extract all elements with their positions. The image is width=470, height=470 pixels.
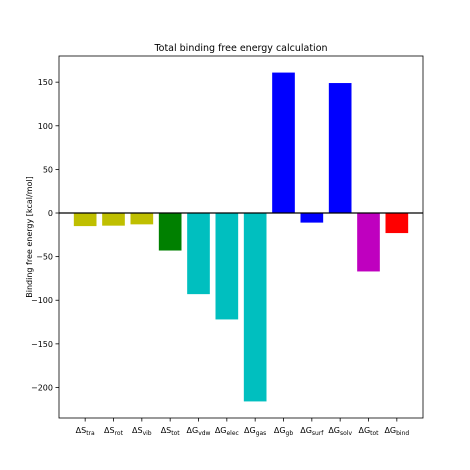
y-tick-label: −100 bbox=[31, 296, 53, 305]
y-tick-label: −200 bbox=[31, 383, 53, 392]
bar-delta-G-vdw bbox=[187, 213, 210, 295]
y-tick-label: 150 bbox=[38, 78, 53, 87]
y-tick-label: −150 bbox=[31, 340, 53, 349]
y-tick-label: −50 bbox=[36, 253, 53, 262]
x-tick-label: ΔGtot bbox=[358, 426, 379, 437]
y-tick-label: 50 bbox=[43, 165, 53, 174]
bar-delta-G-gas bbox=[243, 213, 267, 402]
y-axis-ticks: 150 100 50 0 −50 −100 −150 −200 bbox=[31, 78, 59, 392]
x-tick-label: ΔGgas bbox=[244, 426, 266, 437]
bar-delta-G-tot bbox=[357, 213, 380, 272]
y-tick-label: 100 bbox=[38, 122, 53, 131]
x-tick-label: ΔGsolv bbox=[328, 426, 352, 437]
bar-delta-G-elec bbox=[215, 213, 239, 320]
x-axis-ticks: ΔStra ΔSrot ΔSvib ΔStot ΔGvdw ΔGelec ΔGgas ΔGgb… bbox=[76, 418, 409, 437]
bar-delta-G-solv bbox=[328, 83, 352, 214]
chart-title: Total binding free energy calculation bbox=[153, 43, 327, 54]
bar-delta-G-bind bbox=[385, 213, 409, 234]
bars-layer bbox=[73, 72, 409, 402]
x-tick-label: ΔStra bbox=[76, 426, 95, 437]
bar-delta-S-tot bbox=[158, 213, 182, 251]
y-tick-label: 0 bbox=[48, 209, 53, 218]
bar-delta-S-tra bbox=[73, 213, 97, 227]
x-tick-label: ΔGvdw bbox=[187, 426, 211, 437]
x-tick-label: ΔStot bbox=[161, 426, 181, 437]
bar-delta-G-gb bbox=[272, 72, 295, 214]
plot-frame bbox=[58, 55, 424, 419]
x-tick-label: ΔSrot bbox=[104, 426, 124, 437]
y-axis-label: Binding free energy [kcal/mol] bbox=[25, 176, 34, 298]
x-tick-label: ΔGelec bbox=[215, 426, 239, 437]
bar-delta-S-vib bbox=[130, 213, 154, 225]
x-tick-label: ΔGbind bbox=[384, 426, 409, 437]
x-tick-label: ΔGgb bbox=[274, 426, 293, 437]
bar-delta-S-rot bbox=[102, 213, 125, 226]
bar-delta-G-surf bbox=[300, 213, 324, 223]
x-tick-label: ΔGsurf bbox=[300, 426, 324, 437]
x-tick-label: ΔSvib bbox=[132, 426, 152, 437]
